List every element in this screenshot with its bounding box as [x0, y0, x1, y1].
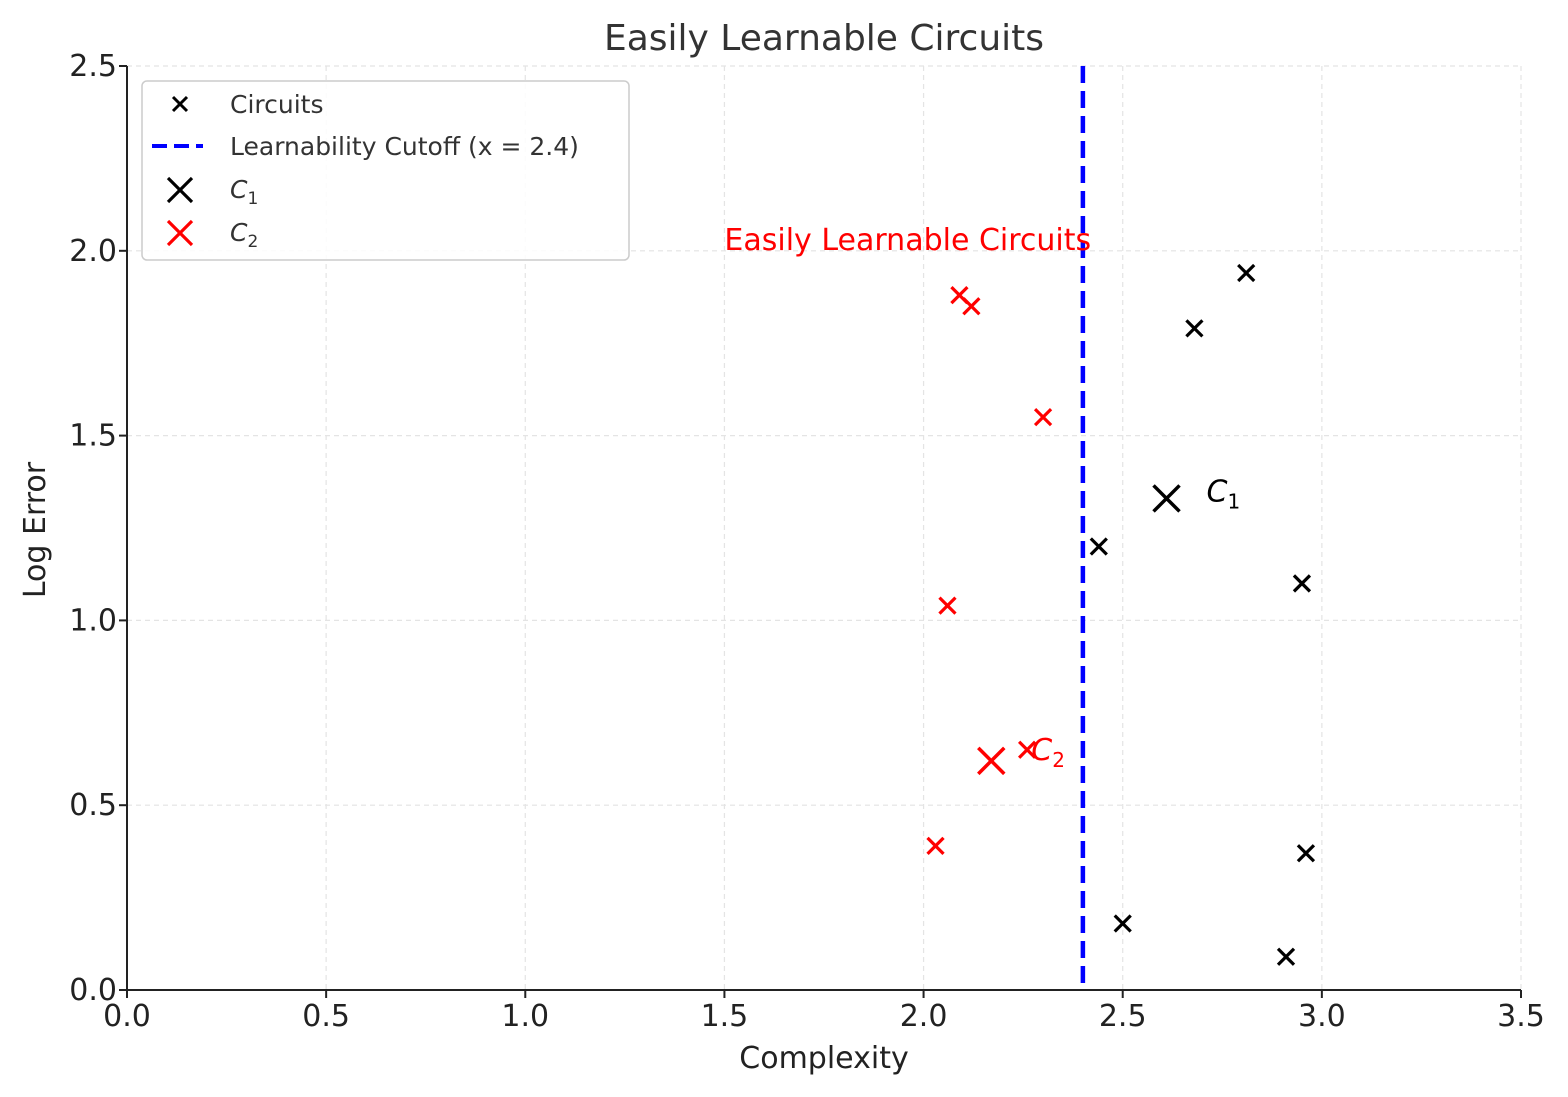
legend: Circuits Learnability Cutoff (x = 2.4) C1 C… [141, 80, 630, 261]
annotation-text: Easily Learnable Circuits [724, 223, 1091, 258]
data-points [926, 263, 1316, 966]
legend-label-cutoff: Learnability Cutoff (x = 2.4) [230, 132, 579, 161]
y-tick-label: 1.0 [69, 603, 117, 638]
data-point [1033, 407, 1053, 427]
legend-marker-c2 [166, 219, 194, 247]
data-point [1089, 537, 1108, 556]
x-tick-label: 3.0 [1298, 999, 1346, 1034]
data-point [1276, 947, 1296, 966]
y-tick-label: 1.5 [69, 419, 117, 454]
chart-title: Easily Learnable Circuits [604, 18, 1044, 59]
legend-label-c1: C1 [230, 175, 258, 209]
x-tick-label: 1.5 [701, 999, 749, 1034]
y-tick-label: 0.5 [69, 788, 117, 823]
y-axis-label: Log Error [18, 461, 53, 598]
y-tick-label: 2.5 [69, 49, 117, 84]
highlight-label-c1: C1 [1207, 474, 1241, 513]
x-tick-label: 3.5 [1497, 999, 1545, 1034]
y-tick-label: 0.0 [69, 973, 117, 1008]
data-point [1292, 574, 1312, 593]
legend-marker-c1 [166, 176, 194, 204]
highlight-point [977, 746, 1006, 776]
legend-label-c2: C2 [230, 218, 258, 252]
legend-label-circuits: Circuits [230, 90, 324, 119]
x-tick-label: 2.5 [1099, 999, 1147, 1034]
data-point [1017, 740, 1037, 759]
legend-box [141, 80, 630, 261]
legend-marker-circuits [171, 95, 189, 113]
highlight-label-c2: C2 [1031, 733, 1065, 772]
data-point [962, 297, 981, 316]
highlight-point [1152, 484, 1181, 513]
axes: 0.0 0.5 1.0 1.5 2.0 2.5 3.0 3.5 0.0 0.5 1.0 1.5 2.0 2… [69, 49, 1545, 1034]
x-tick-label: 1.0 [501, 999, 549, 1034]
data-point [1185, 319, 1204, 338]
y-tick-label: 2.0 [69, 234, 117, 269]
annotations: Easily Learnable Circuits C1 C2 [724, 223, 1240, 772]
data-point [926, 836, 945, 855]
x-tick-label: 0.5 [302, 999, 350, 1034]
x-tick-label: 2.0 [900, 999, 948, 1034]
x-axis-label: Complexity [739, 1041, 908, 1076]
x-tick-label: 0.0 [103, 999, 151, 1034]
data-point [1237, 263, 1256, 283]
data-point [1113, 914, 1132, 933]
data-point [938, 596, 957, 615]
data-point [1296, 844, 1316, 863]
